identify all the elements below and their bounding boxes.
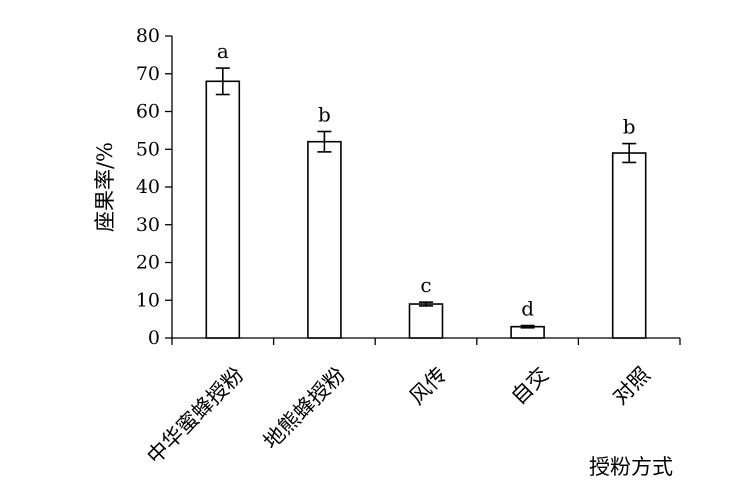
x-category-label: 风传 xyxy=(405,363,452,410)
significance-letter: a xyxy=(217,39,229,63)
y-tick-label: 70 xyxy=(136,63,160,85)
y-axis-label: 座果率/% xyxy=(93,142,117,232)
y-tick-label: 50 xyxy=(136,138,160,160)
significance-letter: b xyxy=(318,103,331,127)
significance-letter: d xyxy=(521,297,534,321)
significance-letter: c xyxy=(420,273,431,297)
bars xyxy=(205,80,647,339)
y-axis: 0 10 20 30 40 50 60 70 80 xyxy=(136,25,173,349)
y-tick-label: 80 xyxy=(136,25,160,47)
error-bars xyxy=(215,67,637,329)
y-tick-label: 20 xyxy=(136,252,160,274)
bar xyxy=(408,303,444,339)
bar xyxy=(205,80,241,339)
x-category-label: 自交 xyxy=(506,363,553,410)
x-category-label: 地熊蜂授粉 xyxy=(259,363,350,454)
bar xyxy=(611,152,647,339)
y-tick-label: 0 xyxy=(148,327,160,349)
y-tick-label: 40 xyxy=(136,176,160,198)
y-tick-label: 60 xyxy=(136,101,160,123)
y-tick-label: 30 xyxy=(136,214,160,236)
x-axis xyxy=(171,337,681,345)
category-labels: 中华蜜蜂授粉 地熊蜂授粉 风传 自交 对照 xyxy=(142,363,654,469)
bar xyxy=(307,140,342,339)
x-axis-label: 授粉方式 xyxy=(589,455,673,479)
x-category-label: 对照 xyxy=(608,363,655,410)
x-category-label: 中华蜜蜂授粉 xyxy=(142,363,248,469)
significance-letters: a b c d b xyxy=(217,39,636,320)
significance-letter: b xyxy=(623,115,636,139)
y-tick-label: 10 xyxy=(136,289,160,311)
